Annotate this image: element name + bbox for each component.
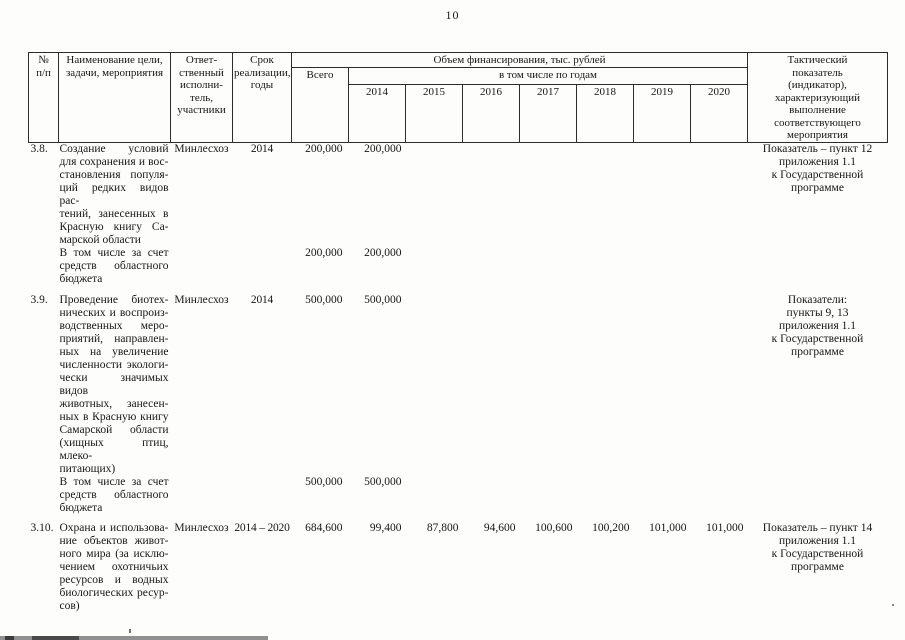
row-3-9-sub-y2014: 500,000: [364, 475, 402, 488]
row-3-8-y2017: [520, 142, 577, 247]
row-3-9-y2020: [691, 294, 748, 476]
table-header: № п/п Наименование цели, задачи, меропри…: [28, 52, 888, 143]
scan-speck: [892, 604, 894, 606]
header-cell-financing: Объем финансирования, тыс. рублей: [291, 52, 748, 68]
table-row: 3.8. Создание условий для сохранения и во…: [29, 142, 888, 247]
header-cell-executor: Ответ- ственный исполни- тель, участники: [170, 52, 233, 143]
row-3-10-y2019: 101,000: [649, 521, 687, 534]
row-3-10-num: 3.10.: [30, 521, 54, 534]
row-3-8-y2016: [463, 142, 520, 247]
row-3-9-sub-total: 500,000: [305, 475, 343, 488]
header-cell-year-2017: 2017: [519, 83, 577, 143]
row-3-9-executor: Минлесхоз: [174, 293, 229, 306]
row-3-8-term: 2014: [250, 142, 274, 155]
row-3-8-sub-y2017: [520, 247, 577, 294]
row-3-8-sub-total: 200,000: [305, 246, 343, 259]
scan-artifact-dash: [5, 636, 14, 640]
header-cell-year-2018: 2018: [576, 83, 634, 143]
row-3-9-sub-term: [233, 476, 292, 522]
row-3-9-y2017: [520, 294, 577, 476]
row-3-9-sub-y2018: [577, 476, 634, 522]
row-3-8-sub-term: [233, 247, 292, 294]
row-3-9-indicator: Показатели: пункты 9, 13 приложения 1.1 …: [771, 293, 864, 358]
row-3-10-executor: Минлесхоз: [174, 521, 229, 534]
row-3-8-name: Создание условий для сохранения и вос-ста…: [59, 142, 169, 246]
financing-table: № п/п Наименование цели, задачи, меропри…: [28, 52, 888, 622]
row-3-8-sub-indicator: [748, 247, 888, 294]
row-3-8-sub-y2020: [691, 247, 748, 294]
scan-artifact-bar: [0, 636, 268, 640]
row-3-10-y2015: 87,800: [426, 521, 459, 534]
row-3-9-sub-executor: [171, 476, 233, 522]
row-3-8-sub-name: В том числе за счет средств областного бюд…: [59, 246, 169, 285]
row-3-8-sub-y2015: [406, 247, 463, 294]
table-row-subtotal: В том числе за счет средств областного бюд…: [29, 247, 888, 294]
row-3-10-y2018: 100,200: [592, 521, 630, 534]
row-3-9-sub-indicator: [748, 476, 888, 522]
row-3-8-sub-y2019: [634, 247, 691, 294]
header-cell-name: Наименование цели, задачи, мероприятия: [58, 52, 171, 143]
row-3-10-y2020: 101,000: [706, 521, 744, 534]
row-3-8-executor: Минлесхоз: [174, 142, 229, 155]
header-cell-total: Всего: [291, 66, 349, 143]
table-row: 3.9. Проведение биотех-нических и воспро…: [29, 294, 888, 476]
row-3-8-y2018: [577, 142, 634, 247]
row-3-10-y2014: 99,400: [369, 521, 402, 534]
row-3-9-sub-num: [29, 476, 59, 522]
row-3-9-name: Проведение биотех-нических и воспроиз-во…: [59, 293, 169, 475]
header-cell-by-years: в том числе по годам: [348, 66, 748, 85]
row-3-9-y2019: [634, 294, 691, 476]
row-3-10-y2017: 100,600: [535, 521, 573, 534]
row-3-8-num: 3.8.: [30, 142, 48, 155]
row-3-8-sub-y2016: [463, 247, 520, 294]
row-3-9-sub-y2016: [463, 476, 520, 522]
header-cell-num: № п/п: [28, 52, 59, 143]
row-3-8-sub-num: [29, 247, 59, 294]
row-3-10-name: Охрана и использова-ние объектов живот-н…: [59, 521, 169, 612]
scan-artifact-dash: [32, 636, 79, 640]
row-3-9-y2018: [577, 294, 634, 476]
header-cell-year-2020: 2020: [690, 83, 748, 143]
row-3-9-sub-y2015: [406, 476, 463, 522]
row-3-10-total: 684,600: [305, 521, 343, 534]
header-cell-term: Срок реализации, годы: [232, 52, 292, 143]
row-3-10-y2016: 94,600: [483, 521, 516, 534]
row-3-9-sub-y2017: [520, 476, 577, 522]
row-3-9-sub-y2019: [634, 476, 691, 522]
row-3-9-term: 2014: [250, 293, 274, 306]
row-3-10-indicator: Показатель – пункт 14 приложения 1.1 к Г…: [762, 521, 873, 573]
header-cell-indicator: Тактический показатель (индикатор), хара…: [747, 52, 888, 143]
row-3-8-sub-y2018: [577, 247, 634, 294]
row-3-10-term: 2014 – 2020: [234, 521, 290, 534]
header-cell-year-2014: 2014: [348, 83, 406, 143]
row-3-9-num: 3.9.: [30, 293, 48, 306]
row-3-9-y2016: [463, 294, 520, 476]
row-3-9-y2015: [406, 294, 463, 476]
row-3-8-y2020: [691, 142, 748, 247]
row-3-9-total: 500,000: [305, 293, 343, 306]
row-3-9-y2014: 500,000: [364, 293, 402, 306]
row-3-8-total: 200,000: [305, 142, 343, 155]
row-3-8-y2014: 200,000: [364, 142, 402, 155]
row-3-8-indicator: Показатель – пункт 12 приложения 1.1 к Г…: [762, 142, 873, 194]
row-3-8-y2019: [634, 142, 691, 247]
table-row-subtotal: В том числе за счет средств областного бюд…: [29, 476, 888, 522]
row-3-9-sub-y2020: [691, 476, 748, 522]
page-number: 10: [445, 8, 460, 22]
scan-speck: [129, 629, 131, 633]
header-cell-year-2019: 2019: [633, 83, 691, 143]
header-cell-year-2016: 2016: [462, 83, 520, 143]
row-3-8-sub-y2014: 200,000: [364, 246, 402, 259]
table-row: 3.10. Охрана и использова-ние объектов ж…: [29, 522, 888, 622]
row-3-8-y2015: [406, 142, 463, 247]
header-cell-year-2015: 2015: [405, 83, 463, 143]
row-3-8-sub-executor: [171, 247, 233, 294]
row-3-9-sub-name: В том числе за счет средств областного бюд…: [59, 475, 169, 514]
